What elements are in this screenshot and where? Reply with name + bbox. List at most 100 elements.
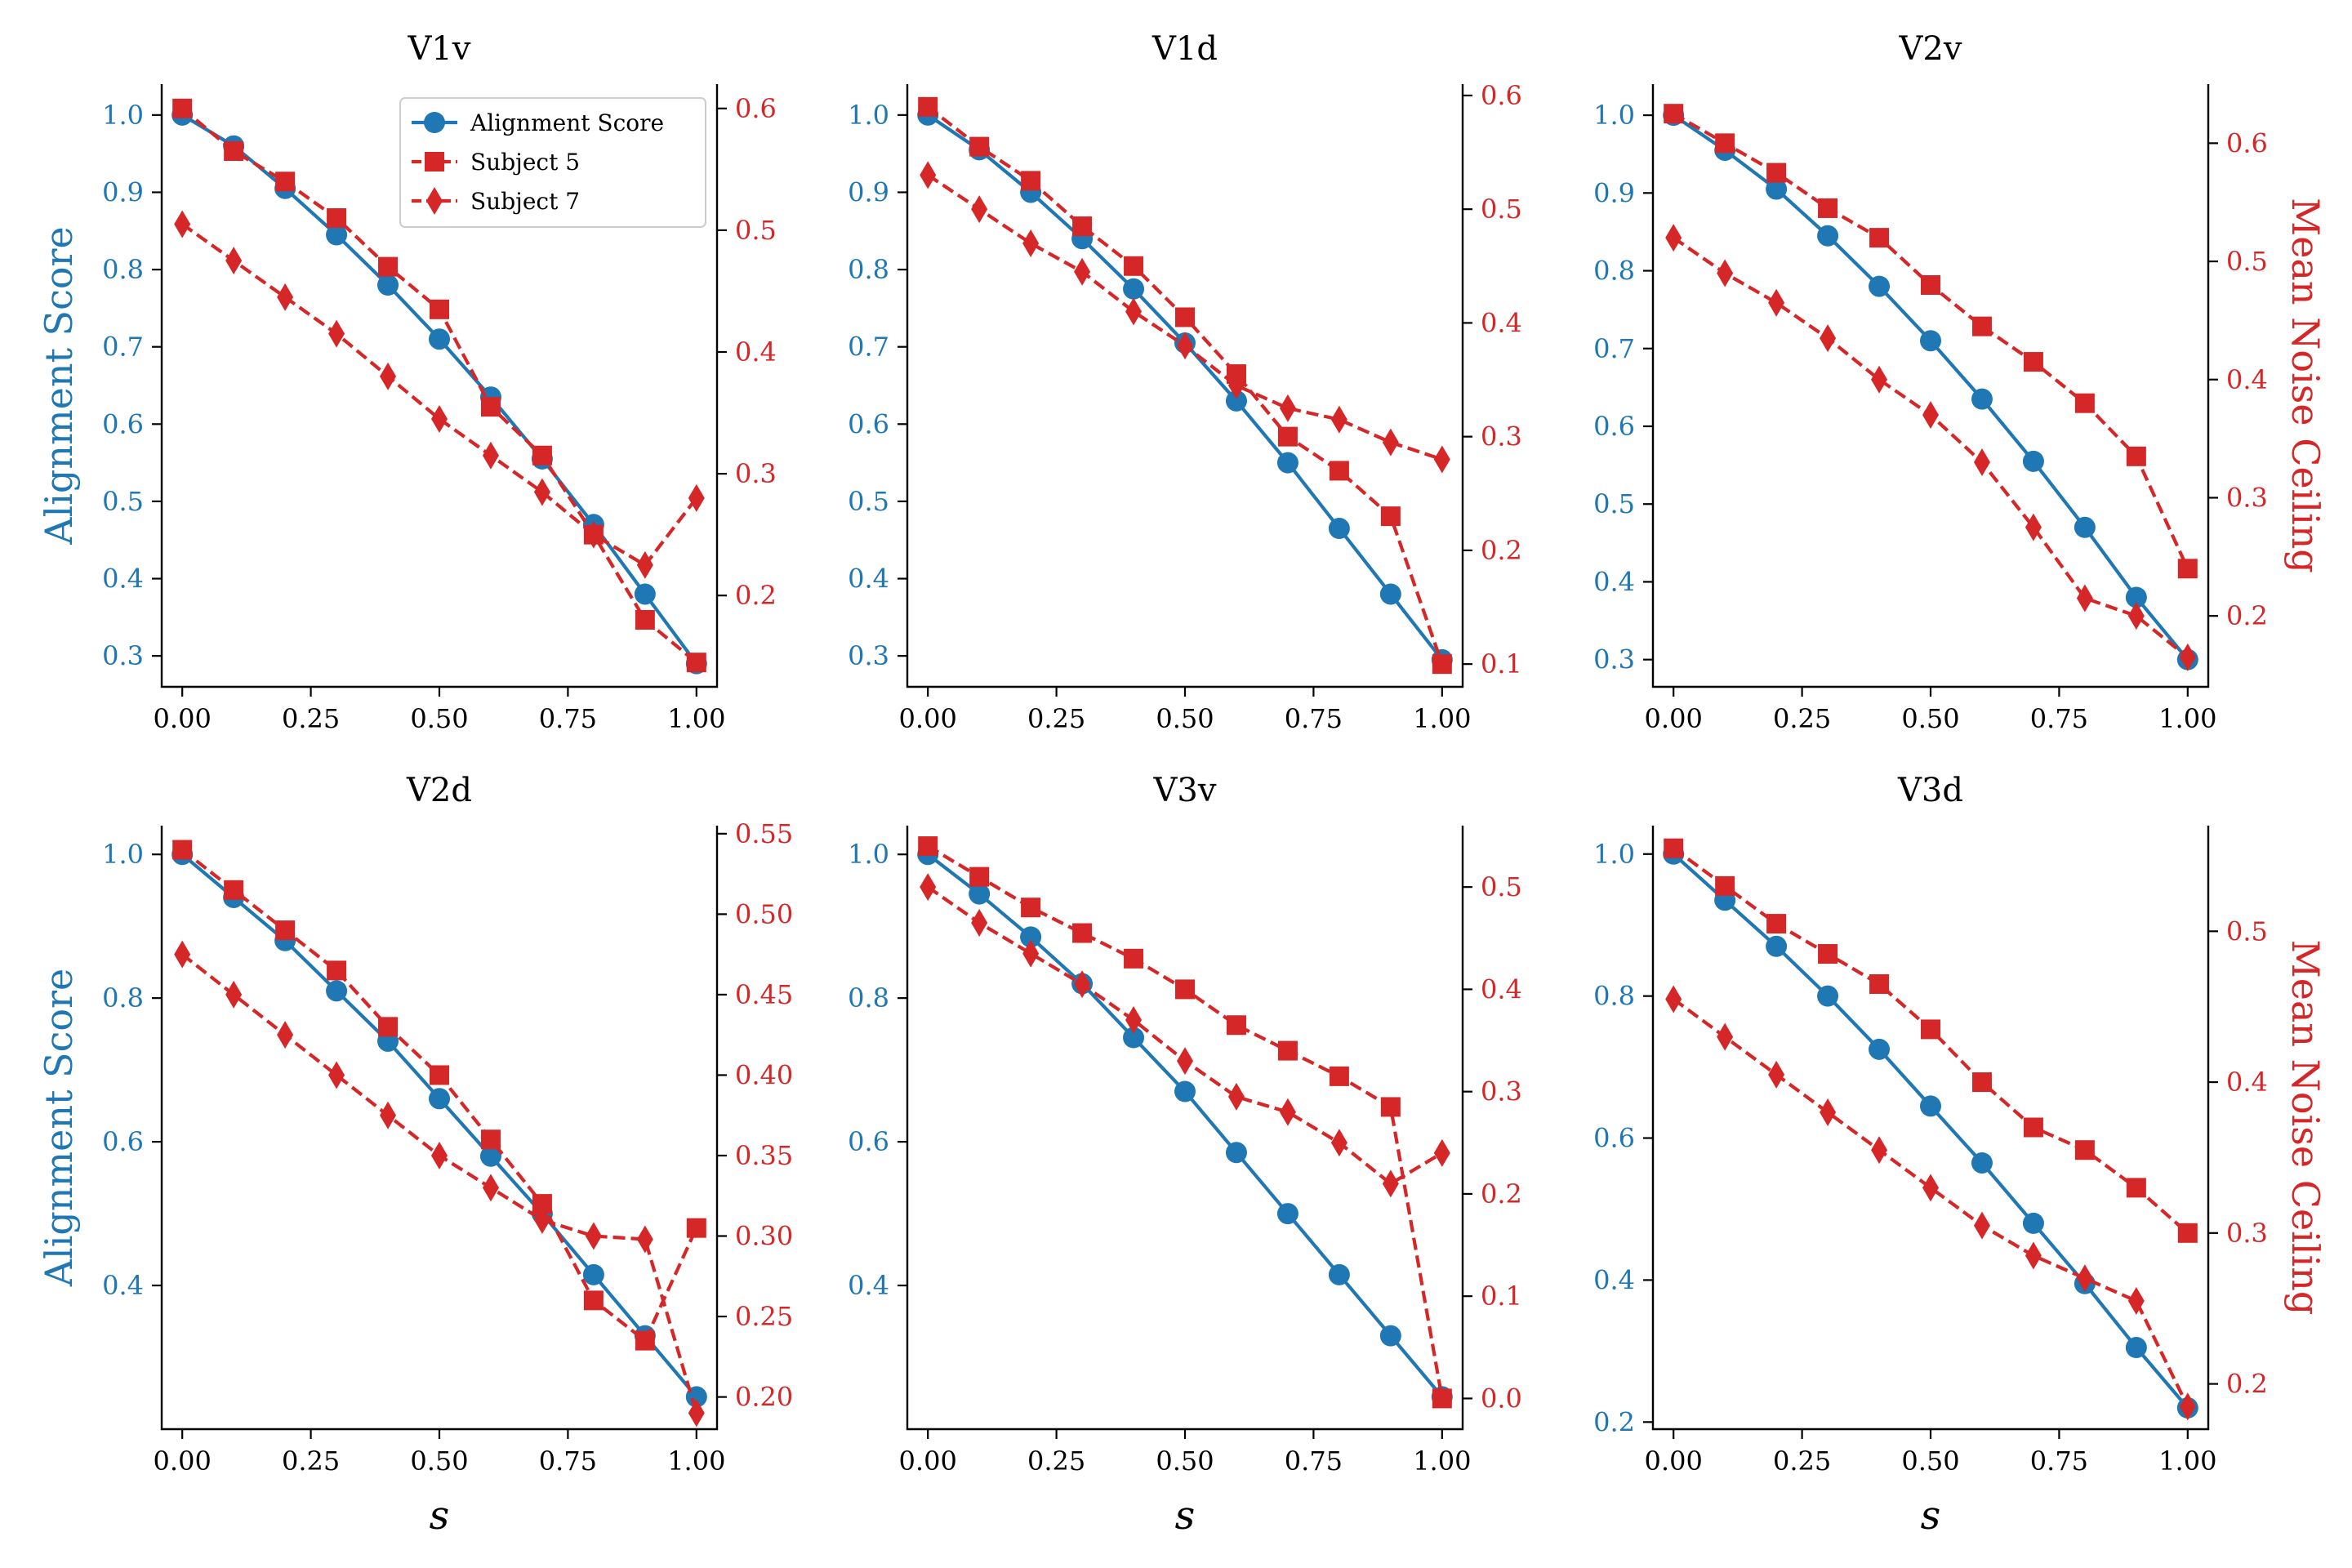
y-right-tick-label: 0.35 bbox=[735, 1140, 793, 1171]
data-point bbox=[969, 883, 991, 905]
y-left-tick-label: 0.9 bbox=[848, 176, 889, 207]
series-line bbox=[927, 844, 1444, 1399]
data-point bbox=[2022, 1212, 2044, 1234]
data-point bbox=[1973, 1211, 1990, 1240]
data-point bbox=[1329, 1066, 1349, 1086]
data-point bbox=[378, 1017, 399, 1037]
data-point bbox=[1922, 401, 1939, 430]
legend: Alignment Score Subject 5 Subject 7 bbox=[399, 97, 706, 228]
y-left-tick-label: 0.2 bbox=[1593, 1406, 1635, 1437]
data-point bbox=[1225, 390, 1247, 412]
data-point bbox=[2126, 1178, 2146, 1198]
y-left-tick-label: 0.6 bbox=[848, 408, 889, 439]
data-point bbox=[2025, 513, 2042, 541]
data-point bbox=[2022, 450, 2044, 472]
y-left-tick-label: 0.7 bbox=[848, 332, 889, 363]
series-line bbox=[180, 952, 698, 1414]
panel-v1v: V1v 0.00 0.25 0.50 0.75 1.00 0.3 0.4 0.5 0.6 0.7 0.… bbox=[37, 30, 777, 734]
data-point bbox=[431, 405, 448, 433]
y-right-tick-label: 0.5 bbox=[2226, 246, 2268, 277]
y-right-tick-label: 0.4 bbox=[2226, 1067, 2268, 1098]
data-point bbox=[1125, 297, 1143, 326]
data-point bbox=[971, 908, 988, 937]
data-point bbox=[1766, 935, 1788, 957]
y-left-tick-label: 0.8 bbox=[1593, 256, 1635, 287]
data-point bbox=[1971, 1072, 1992, 1093]
y-right-tick-label: 0.3 bbox=[2226, 1218, 2268, 1249]
series-line bbox=[926, 885, 1443, 1186]
series-subject-5 bbox=[172, 840, 706, 1351]
data-point bbox=[2177, 1223, 2198, 1243]
data-point bbox=[918, 836, 938, 857]
data-point bbox=[2023, 352, 2043, 372]
data-point bbox=[174, 210, 191, 238]
data-point bbox=[2025, 1241, 2042, 1270]
x-tick-label: 0.50 bbox=[410, 703, 468, 734]
panel-v2d: V2d 0.00 0.25 0.50 0.75 1.00 0.4 0.6 0.8 1.0 0.20 0… bbox=[37, 772, 793, 1539]
data-point bbox=[2126, 446, 2146, 466]
y-right-tick-label: 0.5 bbox=[735, 215, 777, 246]
series-alignment-score bbox=[917, 844, 1453, 1408]
series-subject-5 bbox=[918, 96, 1452, 675]
legend-marker bbox=[426, 187, 443, 215]
data-point bbox=[327, 960, 347, 981]
y-right-tick-label: 0.5 bbox=[1481, 871, 1522, 902]
panel-title: V3v bbox=[1153, 772, 1217, 809]
data-point bbox=[969, 136, 990, 157]
y-right-tick-label: 0.50 bbox=[735, 898, 793, 929]
y-left-tick-label: 0.4 bbox=[102, 1270, 144, 1301]
y-left-tick-label: 0.5 bbox=[848, 486, 889, 517]
legend-marker bbox=[425, 152, 444, 172]
data-point bbox=[1021, 898, 1041, 918]
data-point bbox=[1226, 1015, 1246, 1036]
legend-label: Subject 7 bbox=[470, 188, 580, 215]
y-left-tick-label: 1.0 bbox=[1593, 100, 1635, 131]
y-left-tick-label: 1.0 bbox=[102, 839, 144, 870]
y-left-tick-label: 0.9 bbox=[102, 176, 144, 207]
data-point bbox=[1664, 104, 1684, 124]
panel-title: V1d bbox=[1152, 30, 1218, 68]
panel-title: V3d bbox=[1897, 772, 1963, 809]
data-point bbox=[2177, 559, 2198, 579]
axes-spines bbox=[1651, 826, 2210, 1431]
data-point bbox=[688, 483, 705, 512]
data-point bbox=[225, 247, 243, 275]
data-point bbox=[1971, 1152, 1993, 1174]
series-subject-7 bbox=[920, 161, 1450, 474]
data-point bbox=[429, 328, 450, 350]
data-point bbox=[1665, 985, 1682, 1013]
data-point bbox=[1227, 372, 1245, 399]
data-point bbox=[1382, 428, 1399, 457]
x-tick-label: 0.00 bbox=[1645, 703, 1703, 734]
data-point bbox=[1922, 1174, 1939, 1202]
data-point bbox=[1175, 979, 1195, 1000]
legend-label: Alignment Score bbox=[470, 109, 664, 136]
series-subject-7 bbox=[174, 210, 705, 579]
axes-spines bbox=[906, 84, 1464, 688]
x-tick-label: 0.00 bbox=[899, 1446, 957, 1477]
data-point bbox=[1279, 1098, 1296, 1126]
data-point bbox=[1717, 1022, 1734, 1051]
x-tick-label: 1.00 bbox=[1413, 703, 1471, 734]
x-tick-label: 1.00 bbox=[667, 703, 725, 734]
y-right-tick-label: 0.4 bbox=[1481, 973, 1522, 1004]
axes-spines bbox=[1651, 84, 2210, 688]
panel-title: V2v bbox=[1899, 30, 1962, 68]
data-point bbox=[583, 1290, 604, 1311]
y-left-axis-label: Alignment Score bbox=[37, 969, 81, 1287]
data-point bbox=[918, 96, 938, 117]
data-point bbox=[1020, 926, 1042, 948]
series-subject-7 bbox=[920, 873, 1450, 1198]
data-point bbox=[2179, 1392, 2196, 1421]
panel-v1d: V1d 0.00 0.25 0.50 0.75 1.00 0.3 0.4 0.5 0.6 0.7 0.… bbox=[848, 30, 1522, 734]
data-point bbox=[1820, 324, 1837, 353]
y-right-tick-label: 0.3 bbox=[1481, 1076, 1522, 1107]
data-point bbox=[174, 940, 191, 969]
data-point bbox=[1665, 224, 1682, 252]
y-right-tick-label: 0.45 bbox=[735, 979, 793, 1010]
data-point bbox=[1869, 973, 1890, 994]
data-point bbox=[920, 873, 937, 902]
y-right-tick-label: 0.2 bbox=[1481, 1178, 1522, 1209]
data-point bbox=[1380, 1097, 1401, 1117]
